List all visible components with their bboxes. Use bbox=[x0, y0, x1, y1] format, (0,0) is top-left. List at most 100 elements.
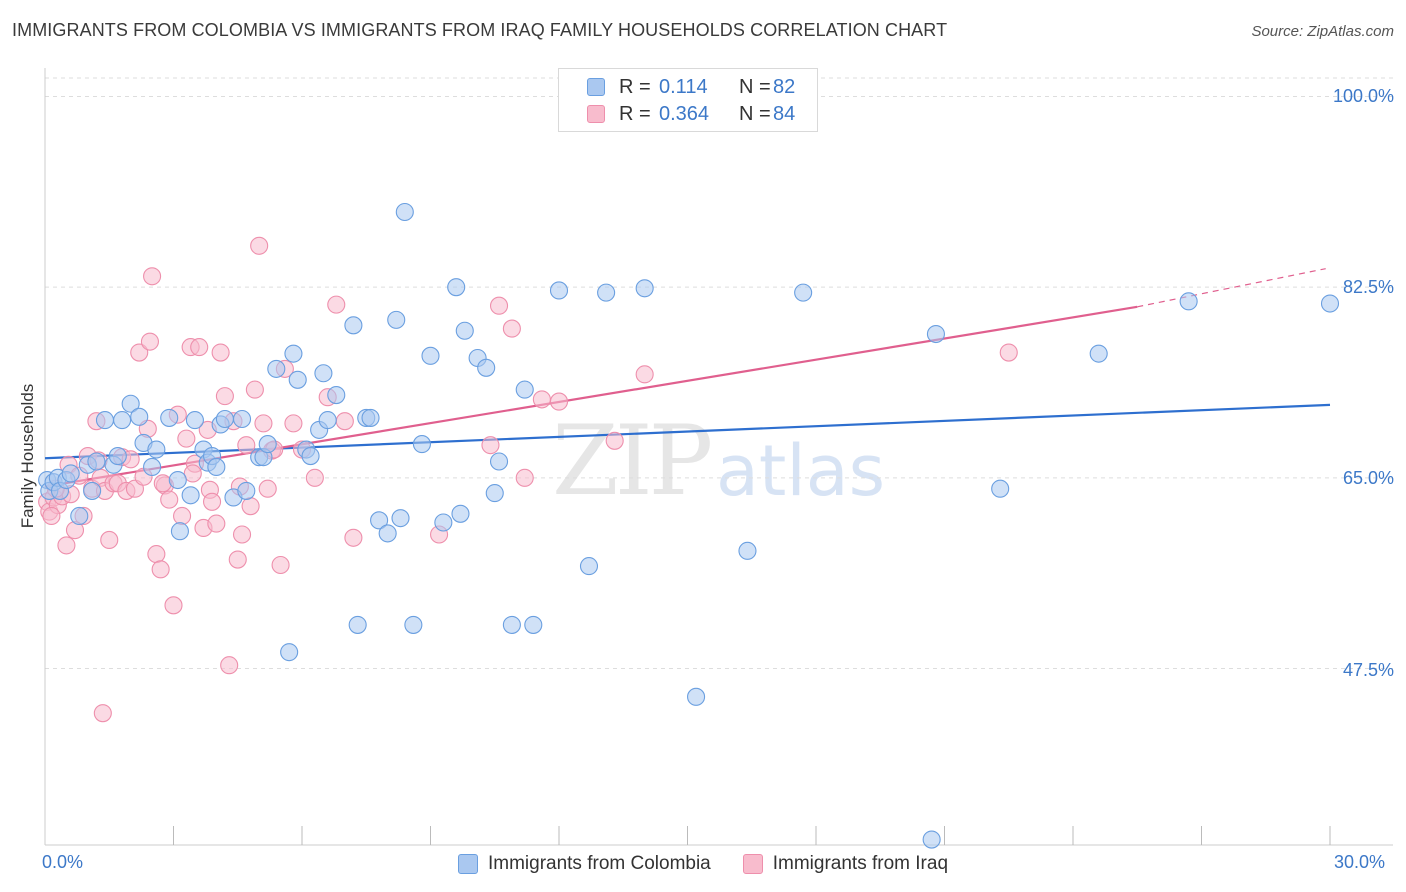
data-point-iraq bbox=[207, 514, 226, 533]
data-point-colombia bbox=[391, 509, 410, 528]
data-point-colombia bbox=[434, 513, 453, 532]
y-tick-label: 100.0% bbox=[1332, 86, 1394, 106]
data-point-iraq bbox=[211, 343, 230, 362]
data-point-iraq bbox=[164, 596, 183, 615]
correlation-legend: R = 0.114 N = 82 R = 0.364 N = 84 bbox=[558, 68, 818, 132]
data-point-iraq bbox=[143, 267, 162, 286]
x-tick-label: 0.0% bbox=[42, 852, 84, 872]
data-point-iraq bbox=[177, 429, 196, 448]
legend-label-iraq: Immigrants from Iraq bbox=[772, 853, 949, 874]
series-legend: Immigrants from Colombia Immigrants from… bbox=[0, 852, 1406, 876]
legend-swatch-colombia bbox=[587, 78, 605, 96]
data-point-colombia bbox=[314, 364, 333, 383]
data-point-colombia bbox=[991, 479, 1010, 498]
data-point-colombia bbox=[181, 486, 200, 505]
legend-r-label: R = bbox=[619, 102, 651, 125]
data-point-colombia bbox=[370, 511, 389, 530]
data-point-iraq bbox=[215, 387, 234, 406]
data-point-colombia bbox=[61, 464, 80, 483]
data-point-colombia bbox=[232, 409, 252, 429]
x-tick-label: 30.0% bbox=[1334, 852, 1386, 872]
data-point-colombia bbox=[258, 435, 277, 454]
series-iraq bbox=[38, 236, 1018, 723]
data-point-iraq bbox=[549, 392, 569, 411]
data-point-colombia bbox=[524, 615, 543, 634]
legend-swatch-iraq bbox=[742, 854, 763, 874]
trendline-iraq bbox=[44, 268, 1326, 488]
legend-row-colombia: R = 0.114 N = 82 bbox=[587, 75, 795, 99]
data-point-iraq bbox=[57, 536, 76, 555]
trendline-iraq-extension bbox=[1137, 268, 1326, 308]
data-point-iraq bbox=[635, 365, 654, 384]
legend-r-value: 0.364 bbox=[659, 102, 710, 125]
data-point-colombia bbox=[387, 310, 406, 329]
legend-n-label: N = bbox=[739, 102, 771, 125]
data-point-colombia bbox=[738, 541, 757, 560]
data-point-colombia bbox=[327, 385, 346, 405]
data-point-iraq bbox=[160, 490, 179, 509]
data-point-colombia bbox=[280, 643, 299, 662]
y-tick-label: 65.0% bbox=[1342, 468, 1394, 488]
data-point-iraq bbox=[190, 338, 209, 357]
data-point-colombia bbox=[288, 370, 307, 389]
data-point-colombia bbox=[160, 408, 179, 427]
data-point-colombia bbox=[597, 283, 616, 302]
legend-label-colombia: Immigrants from Colombia bbox=[487, 853, 711, 874]
chart-title: IMMIGRANTS FROM COLOMBIA VS IMMIGRANTS F… bbox=[12, 20, 948, 40]
data-point-colombia bbox=[87, 452, 106, 471]
data-point-iraq bbox=[271, 555, 290, 575]
data-point-iraq bbox=[254, 414, 273, 433]
data-point-iraq bbox=[237, 436, 256, 455]
data-point-colombia bbox=[447, 278, 466, 297]
data-point-colombia bbox=[147, 440, 166, 459]
watermark-atlas: atlas bbox=[716, 430, 886, 512]
data-point-colombia bbox=[1179, 292, 1198, 311]
data-point-colombia bbox=[687, 687, 706, 706]
data-point-iraq bbox=[220, 656, 239, 675]
legend-row-iraq: R = 0.364 N = 84 bbox=[587, 102, 795, 126]
data-point-colombia bbox=[301, 447, 320, 466]
data-point-colombia bbox=[168, 470, 187, 490]
data-point-colombia bbox=[83, 481, 102, 500]
data-point-iraq bbox=[183, 464, 202, 483]
legend-swatch-colombia bbox=[457, 854, 478, 874]
legend-swatch-iraq bbox=[587, 105, 605, 123]
data-point-colombia bbox=[485, 484, 504, 503]
data-point-iraq bbox=[515, 468, 534, 487]
y-tick-label: 47.5% bbox=[1342, 660, 1394, 680]
data-point-colombia bbox=[185, 411, 204, 430]
data-point-colombia bbox=[549, 281, 569, 300]
data-point-colombia bbox=[412, 435, 431, 454]
data-point-iraq bbox=[605, 431, 624, 450]
data-point-colombia bbox=[113, 411, 132, 430]
legend-item-iraq[interactable]: Immigrants from Iraq bbox=[742, 853, 949, 875]
data-point-iraq bbox=[532, 390, 551, 409]
legend-item-colombia[interactable]: Immigrants from Colombia bbox=[457, 853, 711, 875]
data-point-iraq bbox=[258, 479, 277, 498]
data-point-iraq bbox=[42, 506, 61, 526]
data-point-colombia bbox=[215, 409, 234, 429]
data-point-colombia bbox=[455, 321, 474, 340]
data-point-iraq bbox=[241, 497, 260, 516]
data-point-iraq bbox=[147, 545, 166, 564]
data-point-colombia bbox=[922, 830, 941, 849]
data-point-colombia bbox=[237, 481, 256, 500]
data-point-colombia bbox=[170, 522, 189, 541]
data-point-colombia bbox=[404, 615, 423, 634]
data-point-colombia bbox=[284, 344, 303, 363]
legend-r-value: 0.114 bbox=[659, 75, 708, 98]
data-point-colombia bbox=[70, 506, 89, 526]
data-point-iraq bbox=[203, 492, 222, 511]
data-point-iraq bbox=[344, 528, 363, 547]
data-point-colombia bbox=[395, 202, 414, 222]
legend-n-value: 82 bbox=[773, 75, 796, 98]
series-colombia bbox=[38, 202, 1340, 849]
data-point-colombia bbox=[378, 524, 397, 543]
trendline-iraq-line bbox=[44, 305, 1138, 488]
legend-n-label: N = bbox=[739, 75, 771, 98]
legend-r-label: R = bbox=[619, 75, 651, 98]
data-point-colombia bbox=[477, 358, 496, 377]
y-tick-label: 82.5% bbox=[1342, 277, 1394, 297]
data-point-colombia bbox=[267, 359, 286, 378]
